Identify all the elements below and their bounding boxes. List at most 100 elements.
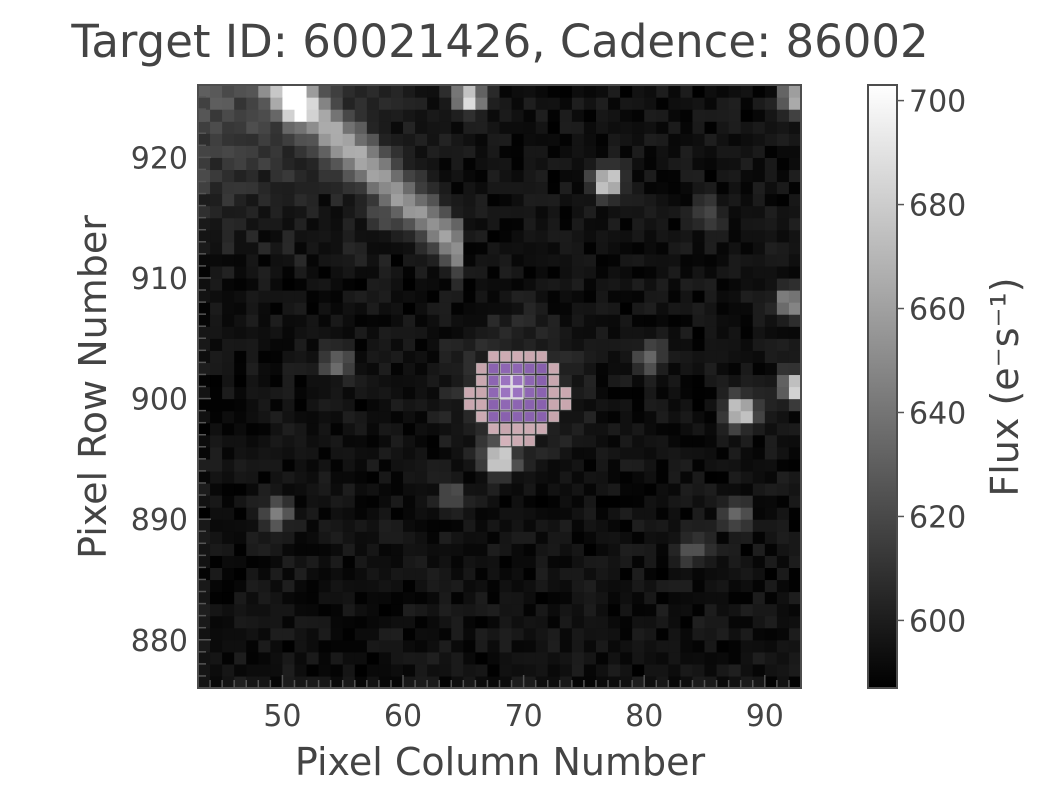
image-pixel: [294, 519, 308, 532]
image-pixel: [499, 302, 513, 315]
image-pixel: [427, 326, 440, 339]
image-pixel: [764, 675, 778, 688]
image-pixel: [306, 277, 320, 291]
image-pixel: [728, 470, 742, 484]
image-pixel: [258, 121, 271, 134]
image-pixel: [390, 241, 404, 255]
image-pixel: [198, 410, 211, 424]
image-pixel: [559, 446, 573, 460]
image-pixel: [258, 241, 271, 255]
image-pixel: [523, 109, 537, 122]
image-pixel: [728, 639, 742, 653]
image-pixel: [330, 651, 344, 665]
image-pixel: [366, 507, 380, 520]
image-pixel: [282, 362, 296, 376]
image-pixel: [475, 205, 489, 219]
image-pixel: [354, 205, 368, 219]
image-pixel: [378, 109, 392, 122]
image-pixel: [342, 290, 356, 303]
image-pixel: [632, 326, 645, 339]
image-pixel: [644, 338, 657, 351]
image-pixel: [740, 434, 754, 448]
image-pixel: [523, 157, 537, 171]
image-pixel: [439, 579, 452, 593]
image-pixel: [330, 567, 344, 581]
image-pixel: [222, 121, 235, 134]
image-pixel: [403, 205, 416, 219]
image-pixel: [330, 374, 344, 388]
image-pixel: [475, 290, 489, 303]
image-pixel: [198, 567, 211, 581]
image-pixel: [427, 398, 440, 412]
image-pixel: [366, 277, 380, 291]
image-pixel: [463, 651, 476, 665]
image-pixel: [487, 579, 501, 593]
aperture-core-pixel: [487, 399, 500, 411]
image-pixel: [740, 338, 754, 351]
image-pixel: [620, 567, 633, 581]
image-pixel: [547, 495, 561, 508]
image-pixel: [595, 555, 609, 568]
image-pixel: [222, 555, 235, 568]
image-pixel: [595, 181, 609, 195]
image-pixel: [451, 639, 464, 653]
image-pixel: [390, 543, 404, 556]
image-pixel: [535, 157, 549, 171]
image-pixel: [632, 615, 645, 629]
image-pixel: [439, 85, 452, 98]
image-pixel: [571, 398, 585, 412]
image-pixel: [306, 290, 320, 303]
image-pixel: [270, 470, 284, 484]
image-pixel: [198, 507, 211, 520]
image-pixel: [354, 338, 368, 351]
image-pixel: [415, 277, 428, 291]
image-pixel: [583, 265, 597, 279]
image-pixel: [403, 350, 416, 363]
image-pixel: [306, 169, 320, 183]
image-pixel: [330, 314, 344, 327]
image-pixel: [439, 374, 452, 388]
image-pixel: [499, 495, 513, 508]
image-pixel: [210, 579, 223, 593]
image-pixel: [222, 446, 235, 460]
image-pixel: [210, 410, 223, 424]
image-pixel: [620, 157, 633, 171]
y-tick-label: 920: [131, 141, 188, 176]
image-pixel: [282, 121, 296, 134]
image-pixel: [571, 651, 585, 665]
image-pixel: [523, 543, 537, 556]
image-pixel: [198, 350, 211, 363]
image-pixel: [222, 241, 235, 255]
image-pixel: [427, 229, 440, 243]
image-pixel: [342, 181, 356, 195]
image-pixel: [366, 169, 380, 183]
image-pixel: [704, 555, 718, 568]
image-pixel: [608, 169, 621, 183]
image-pixel: [318, 470, 332, 484]
image-pixel: [210, 229, 223, 243]
image-pixel: [427, 519, 440, 532]
image-pixel: [752, 651, 766, 665]
image-pixel: [668, 482, 681, 496]
image-pixel: [632, 482, 645, 496]
image-pixel: [740, 651, 754, 665]
image-pixel: [330, 145, 344, 158]
aperture-pixel: [536, 423, 548, 435]
image-pixel: [342, 109, 356, 122]
image-pixel: [415, 651, 428, 665]
image-pixel: [246, 326, 259, 339]
image-pixel: [342, 374, 356, 388]
image-pixel: [463, 133, 476, 146]
image-pixel: [330, 675, 344, 688]
image-pixel: [728, 290, 742, 303]
image-pixel: [511, 314, 525, 327]
image-pixel: [222, 458, 235, 472]
image-pixel: [378, 422, 392, 436]
image-pixel: [330, 181, 344, 195]
image-pixel: [306, 470, 320, 484]
image-pixel: [583, 446, 597, 460]
image-pixel: [523, 531, 537, 544]
image-pixel: [692, 302, 706, 315]
image-pixel: [198, 205, 211, 219]
image-pixel: [716, 374, 730, 388]
